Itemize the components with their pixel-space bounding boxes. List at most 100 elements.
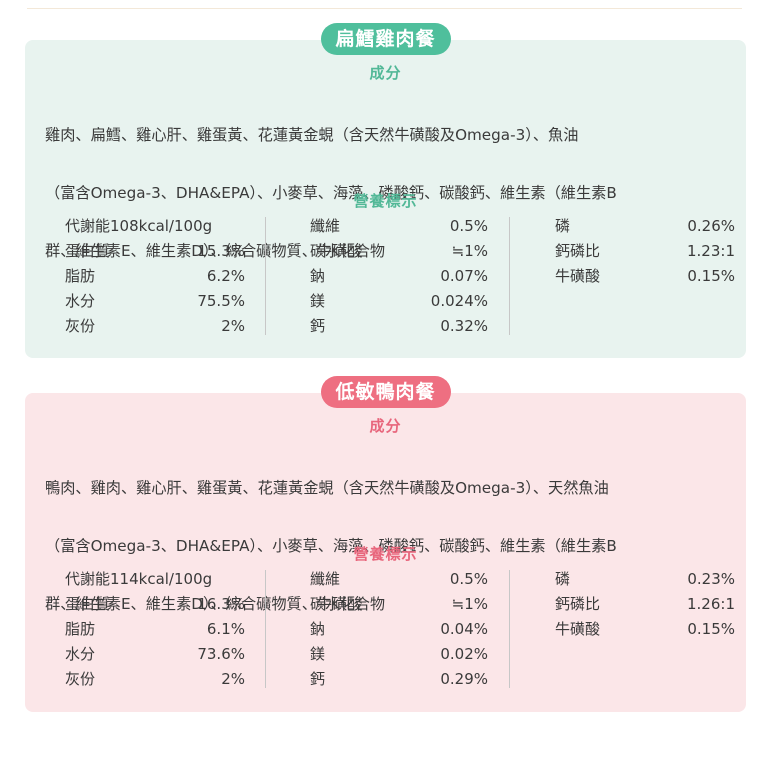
ingredients-heading: 成分 bbox=[369, 417, 402, 435]
nutrient-value: 0.23% bbox=[687, 570, 735, 588]
nutrient-label: 蛋白質 bbox=[65, 595, 111, 613]
nutrient-label: 纖維 bbox=[310, 570, 341, 588]
column-divider bbox=[265, 217, 266, 335]
nutrient-value: 75.5% bbox=[197, 292, 245, 310]
nutrient-label: 水分 bbox=[65, 292, 96, 310]
nutrition-row: 磷 0.26% bbox=[555, 213, 735, 239]
nutrition-column-1: 代謝能114kcal/100g 蛋白質 16.3% 脂肪 6.1% 水分 73.6% … bbox=[65, 566, 245, 692]
nutrition-row: 蛋白質 15.3% bbox=[65, 238, 245, 264]
recipe-name-badge: 低敏鴨肉餐 bbox=[320, 376, 451, 408]
column-divider bbox=[509, 570, 510, 688]
nutrient-value: 0.29% bbox=[440, 670, 488, 688]
nutrient-value: 0.32% bbox=[440, 317, 488, 335]
nutrient-label: 鈉 bbox=[310, 267, 326, 285]
nutrition-row: 磷 0.23% bbox=[555, 566, 735, 592]
nutrition-row: 灰份 2% bbox=[65, 666, 245, 692]
nutrition-row: 代謝能114kcal/100g bbox=[65, 566, 245, 592]
top-divider bbox=[27, 8, 742, 9]
column-divider bbox=[509, 217, 510, 335]
nutrition-row: 鈣磷比 1.26:1 bbox=[555, 591, 735, 617]
nutrition-heading: 營養標示 bbox=[353, 545, 418, 563]
nutrient-value: 6.2% bbox=[206, 267, 245, 285]
nutrition-row: 鈣 0.32% bbox=[310, 313, 488, 339]
nutrient-label: 灰份 bbox=[65, 670, 96, 688]
nutrition-column-2: 纖維 0.5% 碳水化合物 ≒1% 鈉 0.04% 鎂 0.02% 鈣 0.29% bbox=[310, 566, 488, 692]
nutrition-column-1: 代謝能108kcal/100g 蛋白質 15.3% 脂肪 6.2% 水分 75.5% … bbox=[65, 213, 245, 339]
column-divider bbox=[265, 570, 266, 688]
nutrition-row: 鈣磷比 1.23:1 bbox=[555, 238, 735, 264]
nutrition-table: 代謝能108kcal/100g 蛋白質 15.3% 脂肪 6.2% 水分 75.5% … bbox=[25, 213, 746, 339]
nutrition-row: 碳水化合物 ≒1% bbox=[310, 591, 488, 617]
ingredients-text: 雞肉、扁鱈、雞心肝、雞蛋黃、花蓮黃金蜆（含天然牛磺酸及Omega-3）、魚油 （… bbox=[45, 92, 735, 295]
ingredients-text: 鴨肉、雞肉、雞心肝、雞蛋黃、花蓮黃金蜆（含天然牛磺酸及Omega-3）、天然魚油… bbox=[45, 445, 735, 648]
nutrient-label: 蛋白質 bbox=[65, 242, 111, 260]
nutrient-value: 1.26:1 bbox=[687, 595, 735, 613]
nutrient-label: 鈣 bbox=[310, 317, 326, 335]
nutrition-row: 鎂 0.02% bbox=[310, 641, 488, 667]
nutrient-label: 牛磺酸 bbox=[555, 620, 601, 638]
nutrient-value: 2% bbox=[221, 670, 245, 688]
nutrient-value: 0.5% bbox=[449, 217, 488, 235]
nutrient-label: 鈉 bbox=[310, 620, 326, 638]
ingredients-line: （富含Omega-3、DHA&EPA）、小麥草、海藻、磷酸鈣、碳酸鈣、維生素（維… bbox=[45, 537, 617, 555]
nutrition-row: 鈉 0.07% bbox=[310, 263, 488, 289]
nutrition-column-2: 纖維 0.5% 碳水化合物 ≒1% 鈉 0.07% 鎂 0.024% 鈣 0.32% bbox=[310, 213, 488, 339]
ingredients-line: （富含Omega-3、DHA&EPA）、小麥草、海藻、磷酸鈣、碳酸鈣、維生素（維… bbox=[45, 184, 617, 202]
nutrient-label: 代謝能114kcal/100g bbox=[65, 570, 213, 588]
nutrient-label: 鈣磷比 bbox=[555, 242, 601, 260]
recipe-panel-duck: 低敏鴨肉餐 成分 鴨肉、雞肉、雞心肝、雞蛋黃、花蓮黃金蜆（含天然牛磺酸及Omeg… bbox=[25, 376, 746, 712]
nutrient-value: 0.024% bbox=[430, 292, 488, 310]
nutrient-value: 16.3% bbox=[197, 595, 245, 613]
nutrition-row: 脂肪 6.2% bbox=[65, 263, 245, 289]
nutrition-heading: 營養標示 bbox=[353, 192, 418, 210]
nutrition-table: 代謝能114kcal/100g 蛋白質 16.3% 脂肪 6.1% 水分 73.6% … bbox=[25, 566, 746, 692]
nutrition-row: 脂肪 6.1% bbox=[65, 616, 245, 642]
nutrient-label: 鈣磷比 bbox=[555, 595, 601, 613]
nutrient-value: 0.15% bbox=[687, 267, 735, 285]
nutrient-label: 代謝能108kcal/100g bbox=[65, 217, 213, 235]
nutrient-label: 碳水化合物 bbox=[310, 595, 386, 613]
nutrient-label: 鎂 bbox=[310, 645, 326, 663]
nutrition-row: 碳水化合物 ≒1% bbox=[310, 238, 488, 264]
nutrient-value: 0.5% bbox=[449, 570, 488, 588]
nutrient-value: 0.04% bbox=[440, 620, 488, 638]
nutrition-row: 水分 75.5% bbox=[65, 288, 245, 314]
nutrition-column-3: 磷 0.26% 鈣磷比 1.23:1 牛磺酸 0.15% bbox=[555, 213, 735, 339]
nutrition-row: 蛋白質 16.3% bbox=[65, 591, 245, 617]
nutrient-value: 6.1% bbox=[206, 620, 245, 638]
nutrition-row: 纖維 0.5% bbox=[310, 213, 488, 239]
nutrition-row: 纖維 0.5% bbox=[310, 566, 488, 592]
nutrient-label: 磷 bbox=[555, 570, 571, 588]
nutrient-value: 2% bbox=[221, 317, 245, 335]
nutrition-row: 灰份 2% bbox=[65, 313, 245, 339]
nutrient-value: ≒1% bbox=[451, 595, 488, 613]
nutrition-row: 代謝能108kcal/100g bbox=[65, 213, 245, 239]
nutrient-label: 磷 bbox=[555, 217, 571, 235]
nutrition-row: 牛磺酸 0.15% bbox=[555, 263, 735, 289]
nutrient-value: 15.3% bbox=[197, 242, 245, 260]
nutrient-label: 水分 bbox=[65, 645, 96, 663]
nutrition-row: 鈣 0.29% bbox=[310, 666, 488, 692]
ingredients-heading: 成分 bbox=[369, 64, 402, 82]
recipe-name-badge: 扁鱈雞肉餐 bbox=[320, 23, 451, 55]
nutrient-label: 碳水化合物 bbox=[310, 242, 386, 260]
nutrient-value: 1.23:1 bbox=[687, 242, 735, 260]
recipe-panel-cod-chicken: 扁鱈雞肉餐 成分 雞肉、扁鱈、雞心肝、雞蛋黃、花蓮黃金蜆（含天然牛磺酸及Omeg… bbox=[25, 23, 746, 358]
nutrition-row: 牛磺酸 0.15% bbox=[555, 616, 735, 642]
nutrient-label: 鎂 bbox=[310, 292, 326, 310]
nutrient-label: 鈣 bbox=[310, 670, 326, 688]
nutrient-value: 0.15% bbox=[687, 620, 735, 638]
nutrient-value: 0.26% bbox=[687, 217, 735, 235]
nutrient-label: 脂肪 bbox=[65, 620, 96, 638]
nutrient-value: 73.6% bbox=[197, 645, 245, 663]
ingredients-line: 群、維生素E、維生素D）、綜合礦物質、牛磺酸 bbox=[45, 595, 363, 613]
nutrient-value: 0.02% bbox=[440, 645, 488, 663]
nutrient-label: 牛磺酸 bbox=[555, 267, 601, 285]
nutrition-column-3: 磷 0.23% 鈣磷比 1.26:1 牛磺酸 0.15% bbox=[555, 566, 735, 692]
nutrient-value: ≒1% bbox=[451, 242, 488, 260]
nutrition-row: 水分 73.6% bbox=[65, 641, 245, 667]
nutrient-value: 0.07% bbox=[440, 267, 488, 285]
ingredients-line: 鴨肉、雞肉、雞心肝、雞蛋黃、花蓮黃金蜆（含天然牛磺酸及Omega-3）、天然魚油 bbox=[45, 479, 609, 497]
nutrient-label: 灰份 bbox=[65, 317, 96, 335]
ingredients-line: 群、維生素E、維生素D）、綜合礦物質、牛磺酸 bbox=[45, 242, 363, 260]
